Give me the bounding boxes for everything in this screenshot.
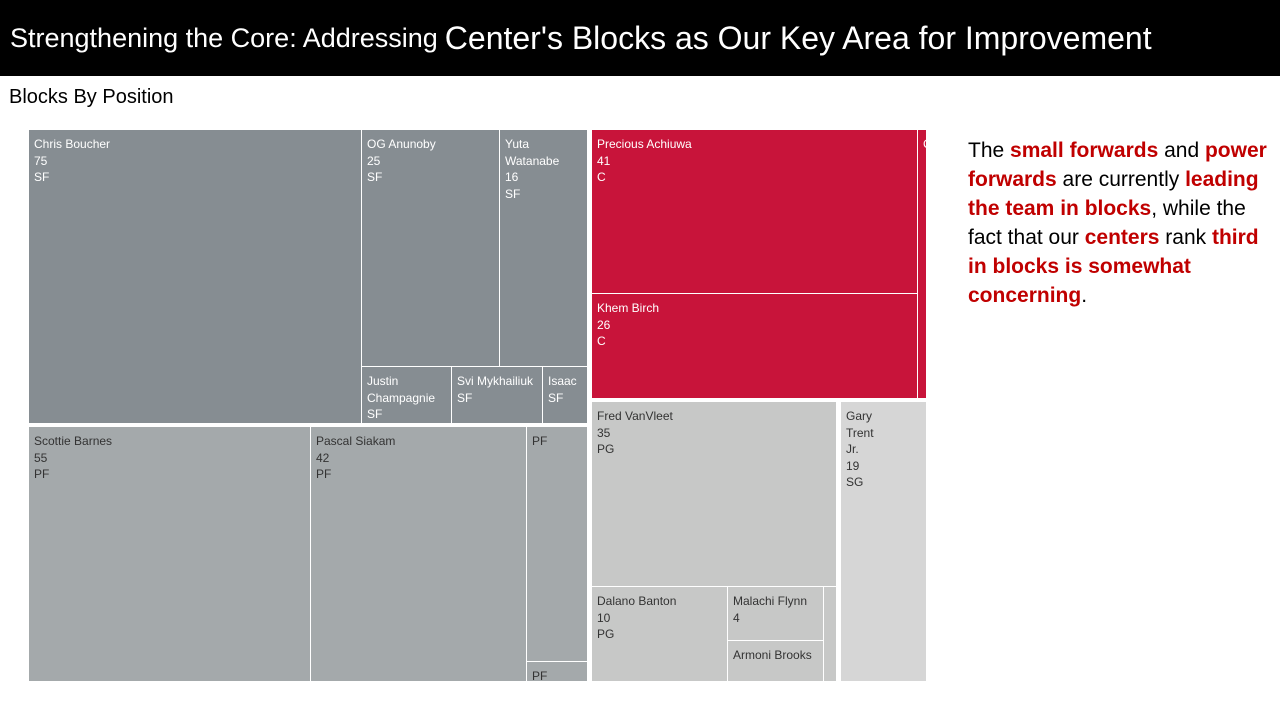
treemap-cell-dalano-banton[interactable]: Dalano Banton 10 PG: [591, 586, 728, 682]
player-position: SF: [505, 186, 521, 201]
treemap-cell-pf-unlabeled[interactable]: PF: [526, 426, 588, 662]
block-count: 25: [367, 153, 381, 168]
player-name: Dalano Banton: [597, 594, 677, 608]
narrative-segment: are currently: [1056, 168, 1186, 191]
block-count: 42: [316, 450, 330, 465]
treemap-cell-yuta-watanabe[interactable]: Yuta Watanabe 16 SF: [499, 129, 588, 367]
highlight-text: small forwards: [1010, 139, 1159, 162]
title-bar: Strengthening the Core: Addressing Cente…: [0, 0, 1280, 76]
treemap-cell-precious-achiuwa[interactable]: Precious Achiuwa 41 C: [591, 129, 918, 294]
treemap-cell-gary-trent-jr[interactable]: Gary Trent Jr. 19 SG: [840, 401, 927, 682]
player-position: SF: [367, 407, 383, 421]
title-part-1: Strengthening the Core: Addressing: [10, 22, 438, 53]
treemap-cell-isaac[interactable]: Isaac SF: [542, 366, 588, 424]
player-name: Chris Boucher: [34, 137, 111, 151]
player-name: Isaac: [548, 374, 577, 388]
player-name: Armoni Brooks: [733, 648, 812, 662]
treemap-cell-pf-unlabeled[interactable]: PF: [526, 661, 588, 682]
block-count: 16: [505, 170, 519, 184]
highlight-text: leading the team in blocks: [968, 168, 1259, 220]
treemap-cell-pascal-siakam[interactable]: Pascal Siakam 42 PF: [310, 426, 527, 682]
block-count: 19: [846, 458, 860, 473]
block-count: 75: [34, 153, 48, 168]
player-name: Yuta Watanabe: [505, 137, 560, 168]
player-name: Svi Mykhailiuk: [457, 374, 534, 388]
player-position: PF: [34, 467, 50, 481]
treemap-cell-pg-unlabeled[interactable]: [823, 586, 837, 682]
treemap-cell-armoni-brooks[interactable]: Armoni Brooks: [727, 640, 824, 682]
narrative-text: The small forwards and power forwards ar…: [968, 136, 1268, 310]
narrative-segment: The: [968, 139, 1011, 162]
treemap-cell-og-anunoby[interactable]: OG Anunoby 25 SF: [361, 129, 500, 367]
treemap-cell-scottie-barnes[interactable]: Scottie Barnes 55 PF: [28, 426, 311, 682]
block-count: 26: [597, 317, 611, 332]
block-count: 41: [597, 153, 611, 168]
narrative-segment: rank: [1159, 226, 1212, 249]
treemap-cell-c-unlabeled[interactable]: C: [917, 129, 927, 399]
narrative-segment: .: [1081, 284, 1088, 307]
treemap-cell-malachi-flynn[interactable]: Malachi Flynn 4: [727, 586, 824, 641]
player-position: PF: [532, 669, 548, 682]
player-position: SF: [548, 390, 564, 405]
player-name: Gary Trent Jr.: [846, 409, 874, 456]
block-count: 35: [597, 425, 611, 440]
player-name: Pascal Siakam: [316, 434, 396, 448]
player-position: C: [597, 170, 606, 184]
block-count: 4: [733, 610, 740, 625]
player-position: SG: [846, 475, 864, 489]
block-count: 10: [597, 610, 611, 625]
player-name: Fred VanVleet: [597, 409, 673, 423]
player-position: PF: [532, 434, 548, 448]
player-position: C: [923, 136, 926, 153]
player-name: OG Anunoby: [367, 137, 436, 151]
player-name: Justin Champagnie: [367, 374, 436, 405]
block-count: 55: [34, 450, 48, 465]
narrative-segment: and: [1158, 139, 1205, 162]
player-position: SF: [367, 170, 383, 184]
player-position: SF: [34, 170, 50, 184]
player-position: PF: [316, 467, 332, 481]
treemap-cell-khem-birch[interactable]: Khem Birch 26 C: [591, 293, 918, 399]
player-position: PG: [597, 627, 615, 641]
player-name: Scottie Barnes: [34, 434, 113, 448]
chart-title: Blocks By Position: [9, 86, 174, 108]
player-position: PG: [597, 442, 615, 456]
highlight-text: power forwards: [968, 139, 1267, 191]
treemap-cell-fred-vanvleet[interactable]: Fred VanVleet 35 PG: [591, 401, 837, 587]
treemap-cell-svi-mykhailiuk[interactable]: Svi Mykhailiuk SF: [451, 366, 543, 424]
player-name: Precious Achiuwa: [597, 137, 692, 151]
highlight-text: centers: [1084, 226, 1160, 249]
title-part-2: Center's Blocks as Our Key Area for Impr…: [444, 19, 1152, 56]
highlight-text: third in blocks is somewhat concerning: [968, 226, 1259, 307]
narrative-segment: , while the fact that our: [968, 197, 1246, 249]
treemap-cell-justin-champagnie[interactable]: Justin Champagnie SF: [361, 366, 452, 424]
player-position: C: [597, 334, 606, 348]
treemap-cell-chris-boucher[interactable]: Chris Boucher 75 SF: [28, 129, 362, 424]
player-name: Malachi Flynn: [733, 594, 808, 608]
player-position: SF: [457, 390, 473, 405]
player-name: Khem Birch: [597, 301, 660, 315]
